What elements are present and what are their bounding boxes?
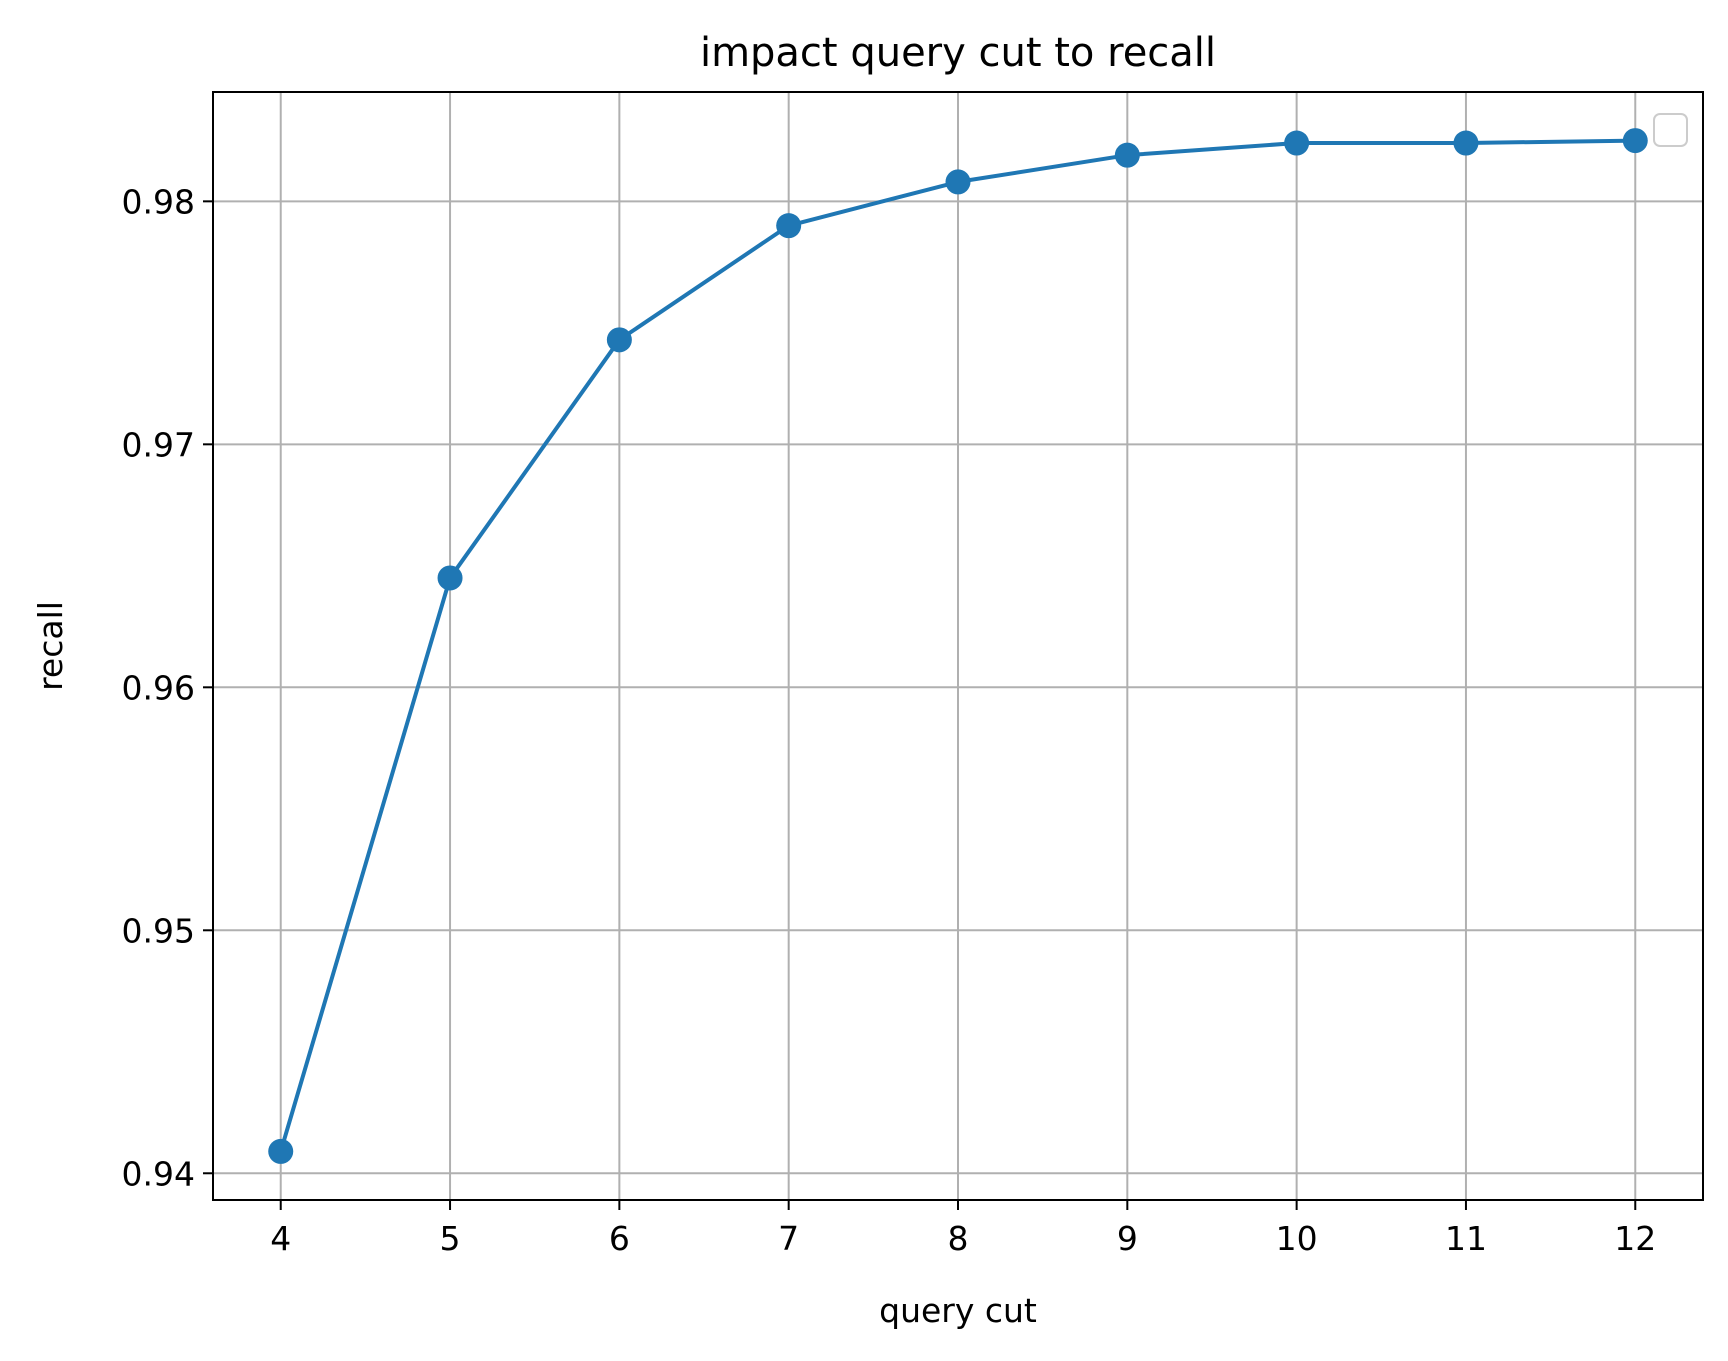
y-axis-ticks: 0.94 0.95 0.96 0.97 0.98 [122, 182, 213, 1193]
data-point [268, 1138, 294, 1164]
x-tick-label: 10 [1276, 1219, 1318, 1258]
y-tick-label: 0.96 [122, 668, 195, 707]
x-axis-ticks: 4 5 6 7 8 9 10 11 12 [270, 1200, 1656, 1258]
data-point [1453, 130, 1479, 156]
x-tick-label: 8 [948, 1219, 969, 1258]
x-tick-label: 11 [1445, 1219, 1487, 1258]
chart-title: impact query cut to recall [700, 30, 1216, 76]
x-axis-label: query cut [879, 1291, 1037, 1330]
y-tick-label: 0.95 [122, 911, 195, 950]
x-tick-label: 12 [1614, 1219, 1656, 1258]
y-tick-label: 0.94 [122, 1154, 195, 1193]
plot-frame [212, 91, 1704, 1201]
data-point [437, 565, 463, 591]
x-tick-label: 9 [1117, 1219, 1138, 1258]
data-point [776, 213, 802, 239]
grid [213, 92, 1703, 1200]
x-tick-label: 4 [270, 1219, 291, 1258]
series-layer [268, 128, 1648, 1164]
legend-box [1653, 113, 1688, 147]
y-tick-label: 0.98 [122, 182, 195, 221]
x-tick-label: 6 [609, 1219, 630, 1258]
data-point [1284, 130, 1310, 156]
data-point [1114, 142, 1140, 168]
x-tick-label: 7 [778, 1219, 799, 1258]
data-point [606, 327, 632, 353]
x-tick-label: 5 [440, 1219, 461, 1258]
y-tick-label: 0.97 [122, 425, 195, 464]
data-point [945, 169, 971, 195]
data-point [1622, 128, 1648, 154]
y-axis-label: recall [31, 601, 70, 691]
